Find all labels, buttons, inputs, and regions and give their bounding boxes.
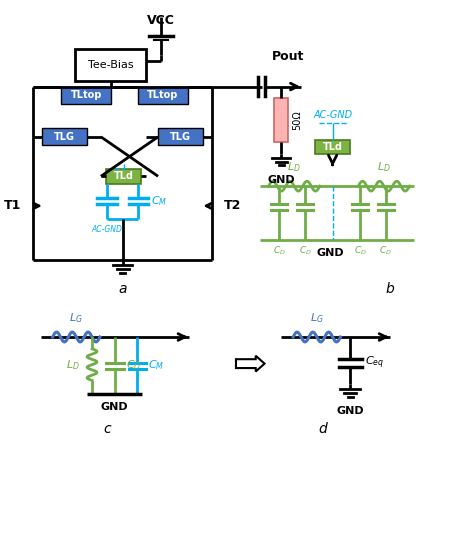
FancyArrow shape xyxy=(236,356,264,372)
Text: T1: T1 xyxy=(4,199,21,213)
Text: $C_D$: $C_D$ xyxy=(126,359,141,373)
Text: GND: GND xyxy=(101,402,128,412)
Bar xyxy=(42,129,87,145)
Bar xyxy=(62,87,111,104)
Text: AC-GND: AC-GND xyxy=(91,225,122,233)
Text: $L_G$: $L_G$ xyxy=(69,311,83,325)
Bar xyxy=(138,87,188,104)
Text: Tee-Bias: Tee-Bias xyxy=(88,60,134,70)
Text: 50Ω: 50Ω xyxy=(292,110,302,130)
Text: Pout: Pout xyxy=(272,50,304,63)
Text: a: a xyxy=(118,282,127,296)
Bar xyxy=(274,98,288,142)
Text: GND: GND xyxy=(317,248,345,258)
Text: $L_D$: $L_D$ xyxy=(377,161,391,174)
Text: $C_D$: $C_D$ xyxy=(273,245,286,257)
Text: $C_{eq}$: $C_{eq}$ xyxy=(365,355,384,371)
Text: GND: GND xyxy=(267,175,295,185)
Text: AC-GND: AC-GND xyxy=(313,110,352,120)
Text: TLtop: TLtop xyxy=(147,90,179,100)
Text: $L_D$: $L_D$ xyxy=(66,358,80,372)
Text: $C_M$: $C_M$ xyxy=(148,359,164,373)
Bar xyxy=(315,140,350,154)
Text: $C_D$: $C_D$ xyxy=(354,245,367,257)
Text: TLtop: TLtop xyxy=(71,90,102,100)
Text: GND: GND xyxy=(337,406,364,416)
Text: b: b xyxy=(385,282,394,296)
Text: $L_G$: $L_G$ xyxy=(310,311,324,325)
Bar xyxy=(106,169,141,184)
Text: c: c xyxy=(103,422,110,436)
Text: TLG: TLG xyxy=(170,132,191,142)
Text: $C_D$: $C_D$ xyxy=(299,245,311,257)
Bar xyxy=(75,49,146,81)
Text: TLG: TLG xyxy=(54,132,75,142)
Text: $C_D$: $C_D$ xyxy=(379,245,392,257)
Text: $L_D$: $L_D$ xyxy=(287,161,301,174)
Text: TLd: TLd xyxy=(114,171,134,181)
Bar xyxy=(158,129,203,145)
Text: d: d xyxy=(319,422,327,436)
Text: VCC: VCC xyxy=(147,13,175,27)
Text: TLd: TLd xyxy=(323,142,343,152)
Text: T2: T2 xyxy=(224,199,242,213)
Text: $C_M$: $C_M$ xyxy=(151,194,167,208)
